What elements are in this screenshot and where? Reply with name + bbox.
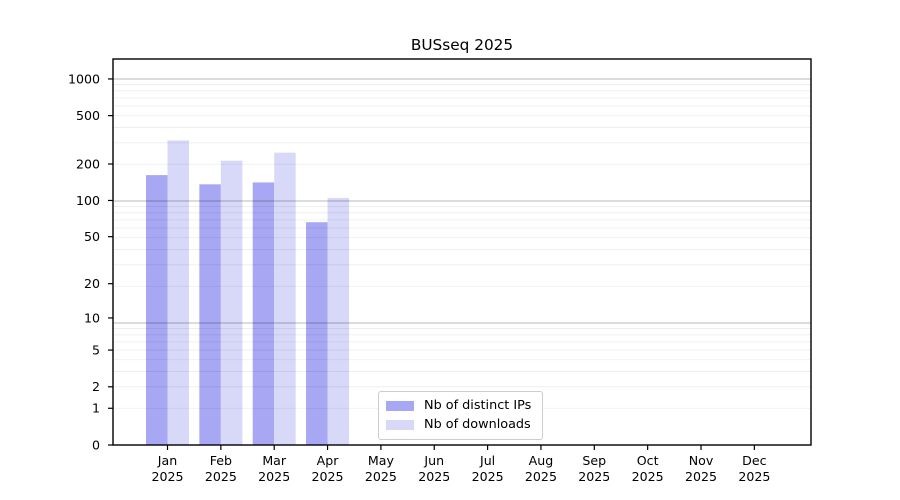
x-tick-year-jan: 2025 — [151, 469, 183, 484]
x-tick-year-may: 2025 — [365, 469, 397, 484]
bar-ips-mar — [252, 182, 275, 446]
x-tick-year-sep: 2025 — [578, 469, 610, 484]
x-tick-year-aug: 2025 — [525, 469, 557, 484]
x-tick-month-dec: Dec — [742, 453, 766, 468]
y-tick-label-500: 500 — [76, 108, 100, 123]
y-tick-label-10: 10 — [84, 310, 100, 325]
bar-ips-apr — [306, 222, 328, 445]
y-tick-label-200: 200 — [76, 156, 100, 171]
x-tick-month-may: May — [368, 453, 395, 468]
legend-item-distinct-ips: Nb of distinct IPs — [386, 398, 531, 413]
x-tick-year-jul: 2025 — [472, 469, 504, 484]
x-tick-year-apr: 2025 — [312, 469, 344, 484]
x-tick-month-jan: Jan — [157, 453, 177, 468]
y-axis: 0 1 2 5 10 20 50 100 200 500 1000 — [68, 71, 113, 452]
x-tick-month-feb: Feb — [210, 453, 232, 468]
bar-downloads-feb — [220, 160, 243, 445]
chart-title: BUSseq 2025 — [410, 36, 514, 54]
y-tick-label-20: 20 — [84, 276, 100, 291]
x-tick-month-sep: Sep — [582, 453, 606, 468]
x-tick-year-mar: 2025 — [258, 469, 290, 484]
x-tick-month-mar: Mar — [262, 453, 287, 468]
legend-swatch-downloads — [386, 420, 414, 431]
x-tick-year-nov: 2025 — [685, 469, 717, 484]
bar-downloads-apr — [327, 197, 350, 445]
y-tick-label-5: 5 — [92, 342, 100, 357]
legend-item-downloads: Nb of downloads — [386, 417, 531, 432]
bars-layer — [146, 140, 350, 446]
legend-swatch-distinct-ips — [386, 400, 414, 411]
x-axis: Jan2025Feb2025Mar2025Apr2025May2025Jun20… — [151, 445, 770, 484]
y-tick-label-1: 1 — [92, 401, 100, 416]
legend: Nb of distinct IPs Nb of downloads — [378, 391, 544, 440]
legend-label-distinct-ips: Nb of distinct IPs — [424, 398, 532, 413]
x-tick-month-oct: Oct — [637, 453, 659, 468]
y-tick-label-50: 50 — [84, 229, 100, 244]
x-tick-year-oct: 2025 — [632, 469, 664, 484]
y-tick-label-1000: 1000 — [68, 71, 100, 86]
y-tick-label-100: 100 — [76, 193, 100, 208]
bar-ips-jan — [146, 175, 168, 446]
bar-ips-feb — [199, 184, 221, 445]
x-tick-month-jun: Jun — [423, 453, 444, 468]
y-tick-label-0: 0 — [92, 437, 100, 452]
x-tick-year-dec: 2025 — [738, 469, 770, 484]
x-tick-year-jun: 2025 — [418, 469, 450, 484]
plot-border — [112, 58, 812, 446]
bar-downloads-mar — [274, 152, 296, 445]
bar-downloads-jan — [167, 140, 189, 445]
x-tick-year-feb: 2025 — [205, 469, 237, 484]
x-tick-month-nov: Nov — [689, 453, 714, 468]
x-tick-month-aug: Aug — [529, 453, 554, 468]
x-tick-month-apr: Apr — [317, 453, 340, 468]
x-tick-month-jul: Jul — [479, 453, 495, 468]
y-tick-label-2: 2 — [92, 379, 100, 394]
legend-label-downloads: Nb of downloads — [424, 417, 531, 433]
